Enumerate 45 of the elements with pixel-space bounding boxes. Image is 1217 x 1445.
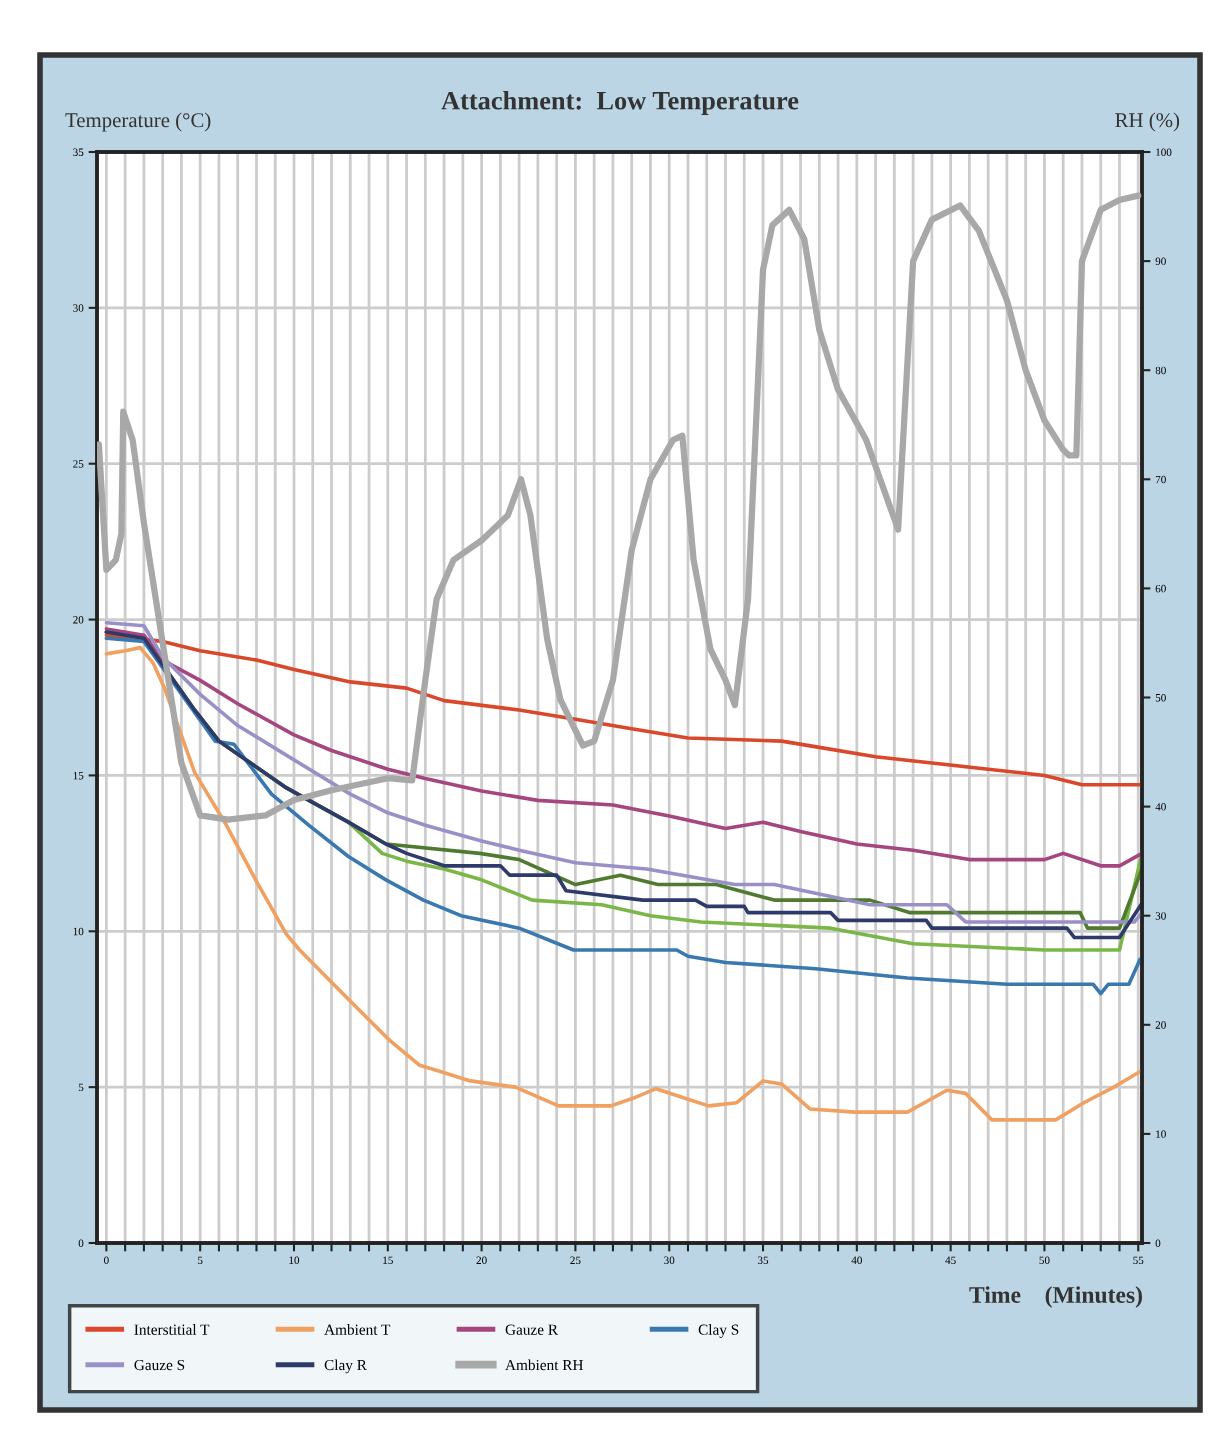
x-tick-label: 25	[570, 1256, 581, 1265]
y-tick-label: 10	[73, 927, 84, 936]
x-tick-label: 40	[851, 1256, 862, 1265]
y2-axis-title: RH (%)	[1115, 112, 1180, 132]
x-tick-label: 10	[289, 1256, 300, 1265]
x-tick-label: 0	[104, 1256, 109, 1265]
x-tick-label: 5	[198, 1256, 203, 1265]
legend-label: Interstitial T	[134, 1324, 210, 1335]
y-tick-label: 25	[73, 460, 84, 468]
y-tick-label: 20	[73, 616, 84, 624]
y2-tick-label: 90	[1155, 257, 1166, 266]
y2-tick-label: 20	[1155, 1021, 1166, 1029]
chart-title: Attachment: Low Temperature	[441, 91, 799, 115]
x-tick-label: 50	[1039, 1256, 1050, 1265]
x-tick-label: 35	[758, 1256, 769, 1265]
y-tick-label: 35	[73, 148, 84, 156]
legend-label: Ambient RH	[505, 1359, 584, 1371]
legend-label: Ambient T	[324, 1324, 391, 1335]
y-tick-label: 5	[78, 1083, 84, 1092]
y2-tick-label: 40	[1155, 803, 1166, 811]
y-axis-title: Temperature (°C)	[65, 112, 211, 132]
y-tick-label: 0	[78, 1239, 84, 1247]
y-tick-label: 30	[73, 304, 84, 312]
line-series	[104, 633, 1142, 787]
y2-tick-label: 70	[1155, 475, 1166, 484]
legend-label: Gauze R	[505, 1324, 558, 1335]
y2-tick-label: 100	[1156, 148, 1172, 156]
y2-tick-label: 50	[1155, 693, 1166, 702]
legend-label: Gauze S	[134, 1359, 185, 1371]
x-axis-title: Time (Minutes)	[969, 1286, 1142, 1308]
y2-tick-label: 80	[1155, 366, 1166, 375]
legend-label: Clay S	[698, 1324, 739, 1338]
x-tick-label: 30	[664, 1256, 675, 1265]
y2-tick-label: 0	[1155, 1239, 1161, 1247]
legend-label: Clay R	[324, 1359, 367, 1374]
y-tick-label: 15	[73, 771, 84, 780]
x-tick-label: 15	[383, 1256, 393, 1265]
line-series	[104, 627, 1142, 868]
x-tick-label: 20	[476, 1256, 487, 1265]
line-series	[104, 645, 1142, 1122]
y2-tick-label: 10	[1156, 1130, 1166, 1138]
x-tick-label: 45	[945, 1256, 956, 1265]
y2-tick-label: 30	[1155, 912, 1166, 920]
x-tick-label: 55	[1133, 1256, 1144, 1265]
y2-tick-label: 60	[1155, 584, 1166, 593]
